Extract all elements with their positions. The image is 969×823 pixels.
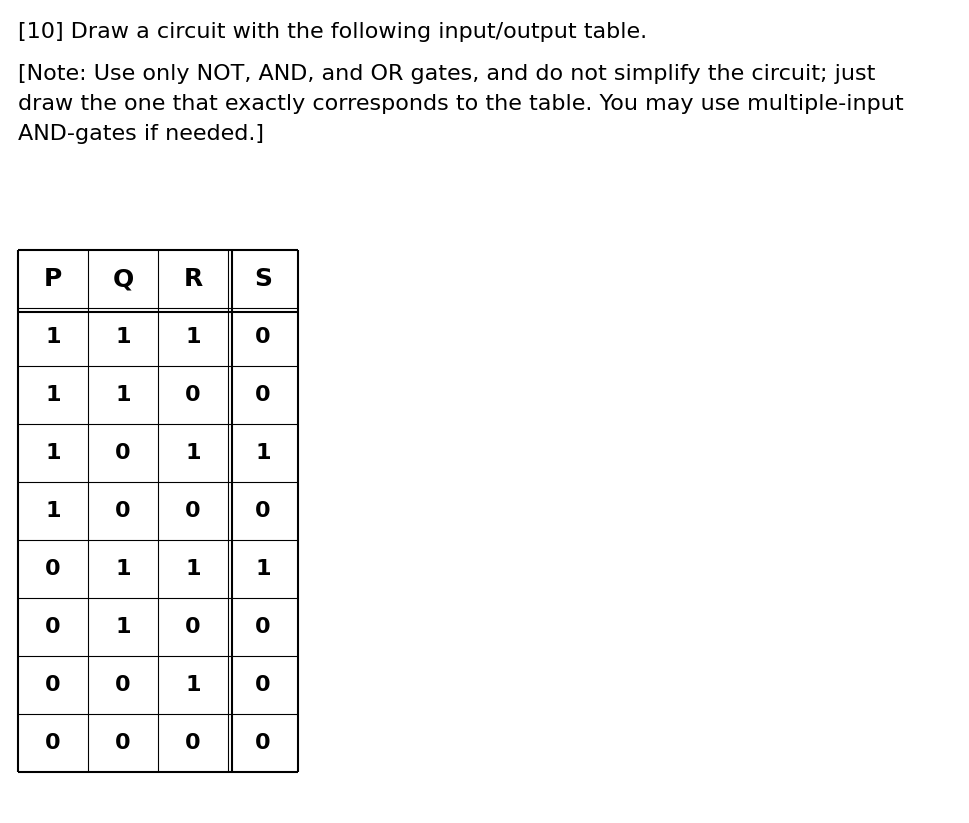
- Text: 0: 0: [255, 385, 270, 405]
- Text: 1: 1: [115, 559, 131, 579]
- Text: 0: 0: [115, 443, 131, 463]
- Text: R: R: [183, 267, 203, 291]
- Text: P: P: [44, 267, 62, 291]
- Text: S: S: [254, 267, 272, 291]
- Text: 1: 1: [46, 327, 61, 347]
- Text: 1: 1: [115, 617, 131, 637]
- Text: 1: 1: [46, 385, 61, 405]
- Text: 0: 0: [46, 559, 61, 579]
- Bar: [18, 250, 298, 772]
- Text: 1: 1: [185, 327, 201, 347]
- Text: 0: 0: [185, 385, 201, 405]
- Text: 1: 1: [46, 443, 61, 463]
- Text: [10] Draw a circuit with the following input/output table.: [10] Draw a circuit with the following i…: [18, 22, 647, 42]
- Text: 1: 1: [255, 443, 270, 463]
- Text: 0: 0: [115, 501, 131, 521]
- Text: [Note: Use only NOT, AND, and OR gates, and do not simplify the circuit; just: [Note: Use only NOT, AND, and OR gates, …: [18, 64, 875, 84]
- Text: 0: 0: [255, 733, 270, 753]
- Text: 0: 0: [185, 617, 201, 637]
- Text: 1: 1: [115, 385, 131, 405]
- Text: 0: 0: [255, 327, 270, 347]
- Text: 1: 1: [46, 501, 61, 521]
- Text: Q: Q: [112, 267, 134, 291]
- Text: 1: 1: [185, 559, 201, 579]
- Text: 0: 0: [46, 733, 61, 753]
- Text: 0: 0: [115, 675, 131, 695]
- Text: 1: 1: [255, 559, 270, 579]
- Text: 0: 0: [255, 675, 270, 695]
- Text: 1: 1: [185, 675, 201, 695]
- Text: 0: 0: [185, 733, 201, 753]
- Text: 0: 0: [185, 501, 201, 521]
- Text: AND-gates if needed.]: AND-gates if needed.]: [18, 124, 264, 144]
- Text: 1: 1: [185, 443, 201, 463]
- Text: 1: 1: [115, 327, 131, 347]
- Text: 0: 0: [255, 617, 270, 637]
- Text: 0: 0: [46, 617, 61, 637]
- Text: 0: 0: [255, 501, 270, 521]
- Text: draw the one that exactly corresponds to the table. You may use multiple-input: draw the one that exactly corresponds to…: [18, 94, 904, 114]
- Text: 0: 0: [115, 733, 131, 753]
- Text: 0: 0: [46, 675, 61, 695]
